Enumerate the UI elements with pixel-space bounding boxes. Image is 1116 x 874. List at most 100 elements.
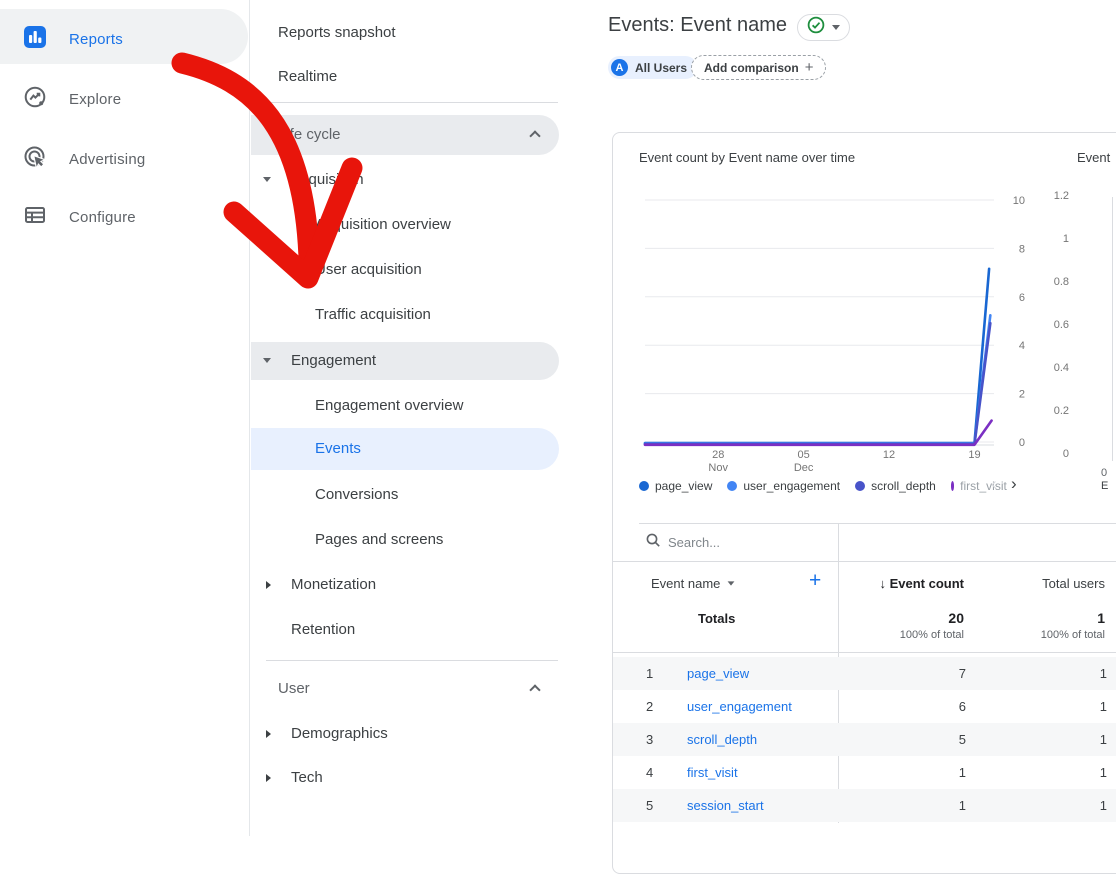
search-input[interactable]: Search... [646, 533, 720, 552]
sidebar-item-reports[interactable]: Reports [0, 15, 248, 63]
search-icon [646, 533, 660, 552]
collapse-arrow-icon[interactable] [266, 774, 271, 782]
legend-item[interactable]: first_visit [950, 479, 1007, 493]
event-count-cell: 1 [958, 765, 966, 780]
legend-dot-icon [855, 481, 866, 491]
legend-item[interactable]: scroll_depth [855, 479, 936, 493]
search-placeholder: Search... [668, 535, 721, 550]
nav-item-events-pill[interactable] [251, 428, 559, 470]
row-index: 3 [646, 732, 654, 747]
nav-section-lifecycle[interactable]: Life cycle [278, 126, 341, 143]
total-users-cell: 1 [1099, 798, 1107, 813]
add-comparison-label: Add comparison [704, 60, 799, 75]
plus-icon: + [804, 59, 814, 76]
sidebar-item-explore[interactable]: Explore [0, 75, 248, 123]
nav-item-reports-snapshot[interactable]: Reports snapshot [278, 24, 396, 41]
svg-text:8: 8 [1019, 243, 1025, 255]
bar-chart-partial-label: 0 [1101, 467, 1108, 479]
segment-avatar: A [611, 59, 628, 76]
nav-item-traffic-acquisition[interactable]: Traffic acquisition [315, 306, 431, 323]
total-users-cell: 1 [1099, 765, 1107, 780]
svg-text:10: 10 [1013, 195, 1025, 207]
svg-text:2: 2 [1019, 389, 1025, 401]
nav-section-user[interactable]: User [278, 680, 310, 697]
event-name-link[interactable]: user_engagement [687, 699, 792, 714]
bar-chart-partial-label: E [1101, 480, 1109, 492]
nav-item-engagement[interactable]: Engagement [291, 352, 377, 369]
legend-item[interactable]: page_view [639, 479, 712, 493]
metric-column-label: Total users [1042, 576, 1105, 591]
table-row: 4 first_visit 1 1 [613, 756, 1116, 789]
svg-text:12: 12 [883, 449, 895, 461]
all-users-segment-chip[interactable]: A All Users [608, 56, 698, 79]
chevron-down-icon [727, 581, 735, 586]
event-count-cell: 7 [958, 666, 966, 681]
total-users-column-header[interactable]: Total users [1042, 576, 1105, 591]
chevron-down-icon [832, 25, 840, 30]
legend-item[interactable]: user_engagement [727, 479, 840, 493]
event-count-cell: 6 [958, 699, 966, 714]
sidebar-item-label: Advertising [69, 150, 146, 168]
row-index: 4 [646, 765, 654, 780]
event-name-link[interactable]: scroll_depth [687, 732, 758, 747]
dimension-column-header[interactable]: Event name [651, 576, 735, 591]
event-name-link[interactable]: session_start [687, 798, 764, 813]
nav-item-tech[interactable]: Tech [291, 769, 323, 786]
add-column-button[interactable]: + [809, 569, 822, 592]
nav-item-monetization[interactable]: Monetization [291, 576, 377, 593]
svg-text:Dec: Dec [794, 462, 814, 474]
total-users-cell: 1 [1099, 699, 1107, 714]
sort-descending-icon: ↓ [879, 576, 886, 591]
nav-item-engagement-pill[interactable] [251, 342, 559, 380]
bar-chart-y-tick: 0.2 [1053, 405, 1069, 417]
nav-item-user-acquisition[interactable]: User acquisition [315, 261, 422, 278]
svg-text:6: 6 [1019, 292, 1025, 304]
collapse-arrow-icon[interactable] [266, 730, 271, 738]
sidebar-item-advertising[interactable]: Advertising [0, 135, 248, 183]
svg-text:0: 0 [1019, 437, 1025, 449]
bar-chart-y-tick: 0.8 [1053, 276, 1069, 288]
nav-item-retention[interactable]: Retention [291, 621, 356, 638]
collapse-arrow-icon[interactable] [266, 581, 271, 589]
nav-item-conversions[interactable]: Conversions [315, 486, 399, 503]
card-section-divider [639, 523, 1116, 524]
bar-chart-title: Event [1077, 150, 1111, 165]
expand-arrow-icon[interactable] [263, 177, 271, 182]
table-row: 1 page_view 7 1 [613, 657, 1116, 690]
svg-text:Nov: Nov [708, 462, 728, 474]
bar-chart-y-tick: 0.6 [1053, 319, 1069, 331]
sidebar-item-label: Explore [69, 90, 122, 108]
legend-dot-icon [950, 481, 955, 491]
table-row: 5 session_start 1 1 [613, 789, 1116, 822]
app-sidebar: Reports Explore Advertising Configure [0, 0, 250, 836]
dimension-column-label: Event name [651, 576, 721, 591]
totals-total-users-share: 100% of total [1040, 629, 1105, 641]
legend-next-icon[interactable]: › [1011, 474, 1017, 493]
sidebar-item-configure[interactable]: Configure [0, 193, 248, 241]
nav-divider [266, 660, 558, 661]
legend-prev-icon[interactable]: ‹ [991, 474, 997, 493]
event-name-link[interactable]: page_view [687, 666, 750, 681]
table-row: 3 scroll_depth 5 1 [613, 723, 1116, 756]
chart-legend: page_view user_engagement scroll_depth firs… [639, 479, 1007, 493]
chevron-up-icon[interactable] [529, 684, 541, 696]
nav-item-pages-and-screens[interactable]: Pages and screens [315, 531, 444, 548]
row-index: 5 [646, 798, 654, 813]
event-name-link[interactable]: first_visit [687, 765, 738, 780]
sidebar-item-label: Reports [69, 30, 123, 48]
event-count-cell: 5 [958, 732, 966, 747]
nav-item-engagement-overview[interactable]: Engagement overview [315, 397, 464, 414]
nav-item-events[interactable]: Events [315, 440, 361, 457]
totals-event-count-share: 100% of total [899, 629, 964, 641]
totals-event-count: 20 [948, 610, 964, 626]
nav-item-acquisition-overview[interactable]: Acquisition overview [315, 216, 451, 233]
report-status-dropdown[interactable] [797, 14, 850, 41]
add-comparison-button[interactable]: Add comparison + [691, 55, 827, 80]
legend-dot-icon [727, 481, 738, 491]
nav-item-acquisition[interactable]: Acquisition [291, 171, 364, 188]
legend-dot-icon [639, 481, 649, 491]
nav-item-demographics[interactable]: Demographics [291, 725, 388, 742]
event-count-column-header[interactable]: ↓ Event count [879, 576, 964, 591]
nav-item-realtime[interactable]: Realtime [278, 68, 338, 85]
expand-arrow-icon[interactable] [263, 358, 271, 363]
